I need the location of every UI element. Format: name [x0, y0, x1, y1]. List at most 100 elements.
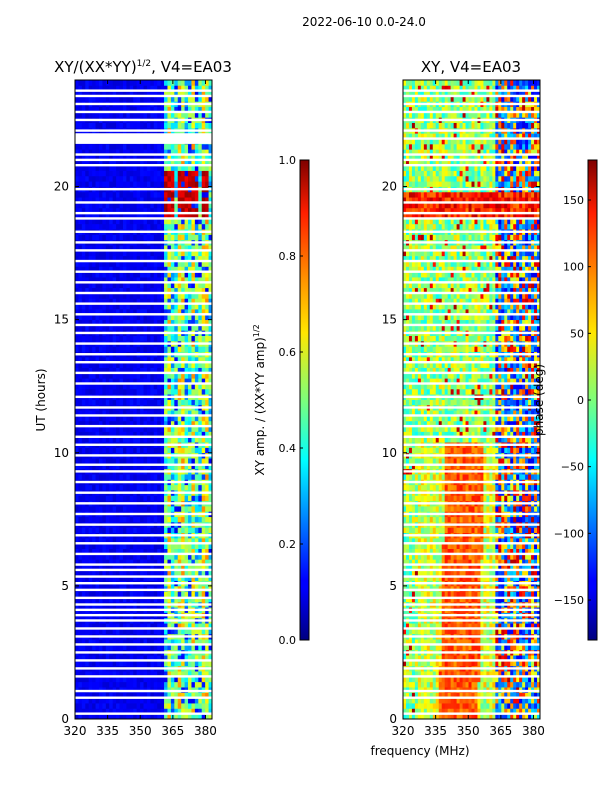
heatmap-cell	[198, 655, 203, 661]
heatmap-cell	[205, 564, 209, 571]
heatmap-cell	[81, 106, 86, 113]
heatmap-cell	[129, 261, 134, 267]
heatmap-cell	[160, 639, 165, 645]
heatmap-cell	[136, 90, 141, 97]
heatmap-cell	[150, 277, 155, 283]
heatmap-cell	[109, 250, 114, 257]
heatmap-cell	[205, 388, 209, 395]
heatmap-cell	[153, 420, 158, 427]
heatmap-cell	[170, 175, 175, 182]
flagged-row	[75, 371, 212, 375]
heatmap-cell	[85, 250, 90, 257]
heatmap-cell	[122, 277, 127, 283]
heatmap-cell	[98, 191, 103, 198]
heatmap-cell	[81, 564, 86, 571]
heatmap-cell	[78, 261, 83, 267]
heatmap-cell	[81, 170, 86, 177]
heatmap-cell	[194, 287, 199, 294]
heatmap-cell	[133, 80, 138, 86]
heatmap-cell	[122, 346, 127, 352]
heatmap-cell	[198, 223, 203, 230]
heatmap-cell	[126, 143, 131, 150]
heatmap-cell	[88, 415, 93, 422]
heatmap-cell	[95, 378, 100, 384]
heatmap-cell	[164, 596, 168, 603]
heatmap-cell	[133, 506, 138, 512]
heatmap-cell	[126, 458, 131, 464]
heatmap-cell	[194, 703, 199, 709]
heatmap-cell	[140, 159, 144, 166]
heatmap-cell	[140, 143, 144, 150]
heatmap-cell	[78, 308, 83, 315]
heatmap-cell	[81, 378, 86, 384]
heatmap-cell	[198, 495, 203, 502]
heatmap-cell	[157, 378, 162, 384]
heatmap-cell	[160, 85, 165, 92]
heatmap-cell	[153, 415, 158, 422]
heatmap-cell	[191, 537, 196, 544]
heatmap-cell	[92, 553, 96, 560]
heatmap-cell	[164, 458, 168, 464]
heatmap-cell	[181, 106, 185, 113]
heatmap-cell	[201, 223, 206, 230]
heatmap-cell	[188, 234, 192, 241]
heatmap-cell	[150, 85, 155, 92]
heatmap-cell	[184, 564, 189, 571]
heatmap-cell	[140, 527, 144, 534]
heatmap-cell	[136, 293, 141, 299]
heatmap-cell	[133, 202, 138, 209]
heatmap-cell	[112, 564, 117, 571]
heatmap-cell	[201, 378, 206, 384]
heatmap-cell	[122, 234, 127, 241]
heatmap-cell	[112, 319, 117, 326]
heatmap-cell	[170, 303, 175, 310]
heatmap-cell	[208, 692, 212, 699]
heatmap-cell	[136, 213, 141, 219]
heatmap-cell	[75, 111, 79, 118]
heatmap-cell	[150, 197, 155, 203]
heatmap-cell	[81, 639, 86, 645]
heatmap-cell	[143, 277, 148, 283]
heatmap-cell	[143, 516, 148, 523]
heatmap-cell	[164, 655, 168, 661]
heatmap-cell	[133, 553, 138, 560]
heatmap-cell	[143, 175, 148, 182]
heatmap-cell	[174, 319, 179, 326]
heatmap-cell	[513, 713, 517, 719]
heatmap-cell	[174, 639, 179, 645]
heatmap-cell	[205, 261, 209, 267]
heatmap-cell	[188, 111, 192, 118]
heatmap-cell	[109, 111, 114, 118]
heatmap-cell	[188, 213, 192, 219]
heatmap-cell	[157, 591, 162, 597]
heatmap-cell	[184, 639, 189, 645]
heatmap-cell	[205, 591, 209, 597]
heatmap-cell	[174, 223, 179, 230]
heatmap-cell	[153, 261, 158, 267]
heatmap-cell	[164, 282, 168, 289]
heatmap-cell	[140, 399, 144, 406]
heatmap-cell	[92, 143, 96, 150]
heatmap-cell	[92, 90, 96, 97]
heatmap-cell	[150, 639, 155, 645]
heatmap-cell	[157, 474, 162, 480]
heatmap-cell	[181, 255, 185, 262]
heatmap-cell	[119, 271, 124, 278]
heatmap-cell	[122, 106, 127, 113]
heatmap-cell	[198, 282, 203, 289]
heatmap-cell	[119, 655, 124, 661]
heatmap-cell	[201, 181, 206, 187]
heatmap-cell	[81, 159, 86, 166]
flagged-row	[75, 480, 212, 484]
heatmap-cell	[98, 623, 103, 629]
heatmap-cell	[181, 447, 185, 454]
flagged-row	[75, 395, 212, 399]
heatmap-cell	[208, 245, 212, 251]
heatmap-cell	[88, 548, 93, 555]
heatmap-cell	[208, 356, 212, 363]
heatmap-cell	[75, 367, 79, 374]
heatmap-cell	[153, 495, 158, 502]
heatmap-cell	[116, 660, 120, 667]
heatmap-cell	[184, 298, 189, 305]
heatmap-cell	[126, 277, 131, 283]
